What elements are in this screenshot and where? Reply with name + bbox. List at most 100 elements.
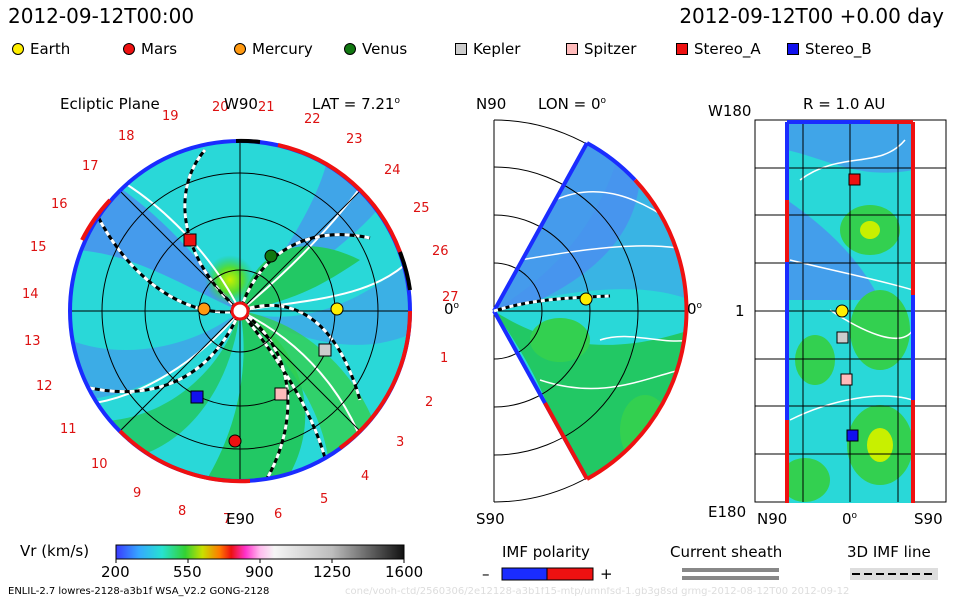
venus-ecliptic-marker (264, 249, 278, 263)
radial-top-label: W180 (708, 102, 752, 120)
lat-value: LAT = 7.21 (312, 95, 395, 113)
sector-label: 15 (30, 240, 47, 255)
earth-ecliptic-marker (330, 302, 344, 316)
sector-label: 25 (413, 201, 430, 216)
sector-label: 11 (60, 422, 77, 437)
sector-label: 1 (440, 351, 448, 366)
sector-label: 12 (36, 379, 53, 394)
meridional-right-value: 0 (687, 300, 697, 318)
sector-label: 9 (133, 486, 141, 501)
sector-label: 16 (51, 197, 68, 212)
sector-labels: 20 21 22 23 24 25 26 27 1 2 3 4 5 6 7 8 … (22, 100, 459, 527)
spitzer-ecliptic-marker (274, 387, 288, 401)
kepler-marker-icon (455, 43, 467, 55)
lon-value: LON = 0 (538, 95, 601, 113)
legend-label: Mercury (252, 40, 313, 58)
radial-map-panel (754, 119, 947, 503)
mercury-marker-icon (234, 43, 246, 55)
timestamp-left: 2012-09-12T00:00 (8, 4, 195, 28)
radial-x-right: S90 (914, 510, 943, 528)
meridional-panel (492, 119, 689, 503)
watermark: cone/vooh-ctd/2560306/2e12128-a3b1f15-mt… (345, 587, 850, 597)
imf-polarity-label: IMF polarity (502, 543, 590, 561)
ecliptic-top-label: W90 (224, 95, 258, 113)
legend-spitzer: Spitzer (566, 40, 636, 58)
radial-title: R = 1.0 AU (803, 95, 886, 113)
ecliptic-lat-label: LAT = 7.21o (312, 95, 400, 113)
sector-label: 3 (396, 435, 404, 450)
stereo-a-radial-marker (848, 173, 861, 186)
legend-kepler: Kepler (455, 40, 520, 58)
stereo-b-radial-marker (846, 429, 859, 442)
stereo-b-marker-icon (787, 43, 799, 55)
sector-label: 5 (320, 492, 328, 507)
imf-polarity-bar (501, 567, 594, 581)
current-sheath-sample (682, 568, 779, 580)
sector-label: 17 (82, 159, 99, 174)
legend-label: Earth (30, 40, 71, 58)
imf-line-label: 3D IMF line (847, 543, 931, 561)
radial-x-left: N90 (757, 510, 788, 528)
radial-x-mid: 0o (842, 510, 858, 528)
legend-label: Stereo_B (805, 40, 872, 58)
meridional-top-label: N90 (476, 95, 507, 113)
sector-label: 13 (24, 334, 41, 349)
imf-minus-label: – (482, 565, 490, 583)
sector-label: 14 (22, 287, 39, 302)
meridional-lon-label: LON = 0o (538, 95, 607, 113)
sector-label: 2 (425, 395, 433, 410)
imf-plus-label: + (600, 565, 613, 583)
sun-icon (230, 301, 250, 321)
colorbar-tick: 900 (245, 563, 274, 581)
legend-label: Mars (141, 40, 178, 58)
colorbar-tick: 1600 (385, 563, 424, 581)
sector-label: 19 (162, 109, 179, 124)
colorbar-tick: 200 (101, 563, 130, 581)
kepler-ecliptic-marker (318, 343, 332, 357)
sector-label: 27 (442, 290, 459, 305)
stereo-a-ecliptic-marker (183, 233, 197, 247)
earth-marker-icon (12, 43, 24, 55)
sector-label: 20 (212, 100, 229, 115)
ecliptic-panel: 20 21 22 23 24 25 26 27 1 2 3 4 5 6 7 8 … (22, 100, 459, 527)
legend-label: Venus (362, 40, 408, 58)
colorbar (115, 544, 405, 563)
ecliptic-bottom-label: E90 (226, 510, 255, 528)
meridional-bottom-label: S90 (476, 510, 505, 528)
sector-label: 18 (118, 129, 135, 144)
radial-bottom-label: E180 (708, 503, 747, 521)
stereo-b-ecliptic-marker (190, 390, 204, 404)
meridional-right-label: 0o (687, 300, 703, 318)
earth-meridional-marker (579, 292, 593, 306)
mars-marker-icon (123, 43, 135, 55)
legend-label: Kepler (473, 40, 521, 58)
sector-label: 4 (361, 469, 369, 484)
sector-label: 26 (432, 244, 449, 259)
sector-label: 24 (384, 163, 401, 178)
imf-line-sample (850, 568, 938, 580)
legend-stereo-a: Stereo_A (676, 40, 761, 58)
ecliptic-title: Ecliptic Plane (60, 95, 160, 113)
legend-mercury: Mercury (234, 40, 313, 58)
legend-earth: Earth (12, 40, 70, 58)
sector-label: 21 (258, 100, 275, 115)
mars-ecliptic-marker (228, 434, 242, 448)
sector-label: 10 (91, 457, 108, 472)
sector-label: 6 (274, 507, 282, 522)
legend-label: Spitzer (584, 40, 637, 58)
earth-radial-marker (835, 304, 849, 318)
radial-mid-label: 1 (735, 302, 745, 320)
ecliptic-object-markers (183, 233, 344, 448)
radial-x-mid-value: 0 (842, 510, 852, 528)
current-sheath-label: Current sheath (670, 543, 783, 561)
mercury-ecliptic-marker (197, 302, 211, 316)
kepler-radial-marker (836, 331, 849, 344)
legend-mars: Mars (123, 40, 177, 58)
model-info: ENLIL-2.7 lowres-2128-a3b1f WSA_V2.2 GON… (8, 586, 270, 597)
legend-stereo-b: Stereo_B (787, 40, 872, 58)
sector-label: 22 (304, 112, 321, 127)
sector-label: 23 (346, 132, 363, 147)
ecliptic-right-value: 0 (444, 300, 454, 318)
legend-label: Stereo_A (694, 40, 761, 58)
